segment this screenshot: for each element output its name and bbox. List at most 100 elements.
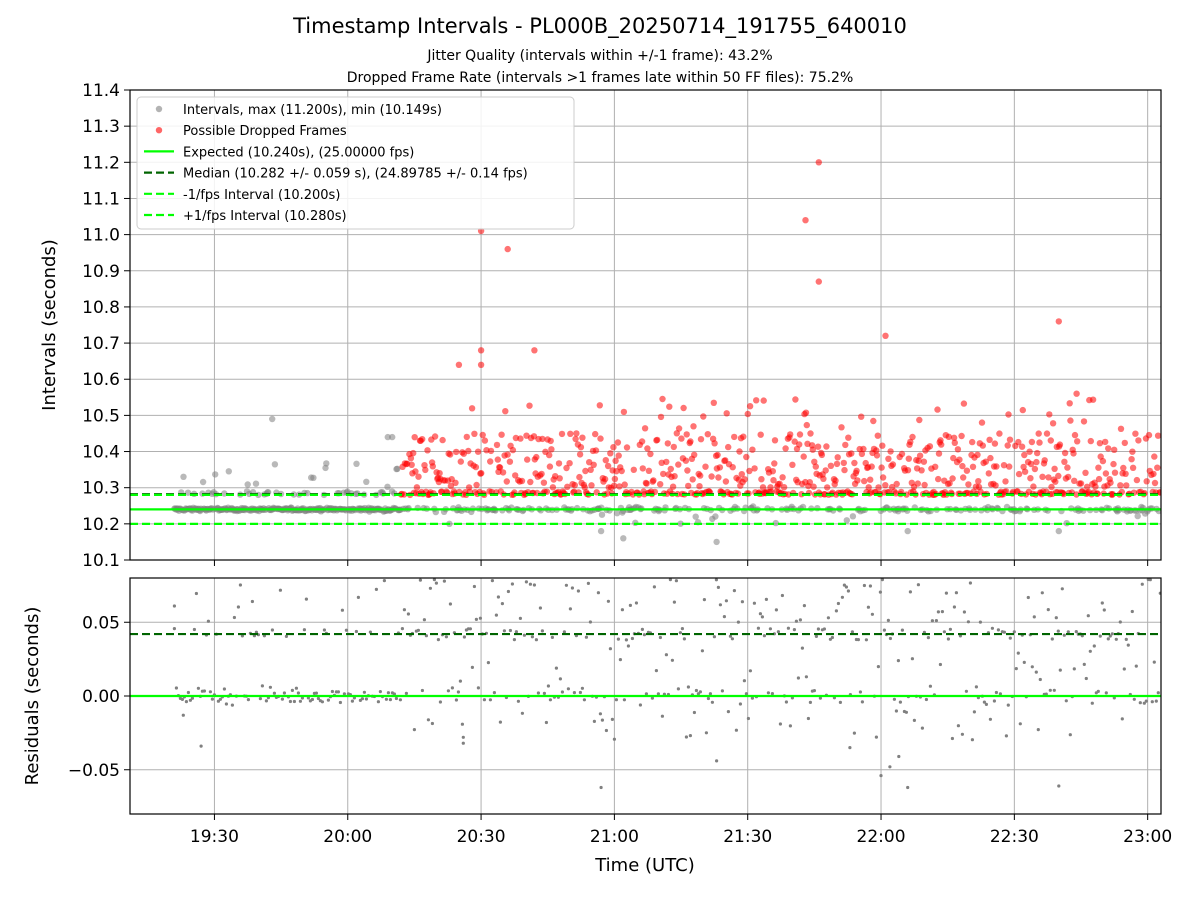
interval-point — [861, 477, 868, 485]
residual-point — [468, 627, 472, 631]
residual-point — [454, 698, 458, 702]
interval-point — [870, 417, 877, 425]
residual-point — [992, 699, 997, 703]
interval-point — [660, 470, 667, 478]
x-tick-label: 22:30 — [990, 827, 1039, 847]
interval-point — [614, 439, 622, 446]
residual-point — [1144, 699, 1148, 703]
residual-point — [298, 699, 302, 703]
residual-point — [432, 578, 436, 582]
interval-point — [577, 444, 585, 451]
residual-point — [576, 589, 581, 593]
residual-point — [960, 732, 965, 736]
interval-point — [612, 457, 619, 464]
residual-point — [850, 630, 855, 634]
residual-point — [770, 692, 775, 696]
interval-point — [1002, 478, 1009, 485]
residual-point — [548, 698, 553, 702]
interval-point — [538, 470, 545, 478]
residual-point — [446, 689, 450, 693]
x-tick-label: 22:00 — [857, 827, 906, 847]
notable-residual-point — [461, 741, 465, 745]
interval-point — [704, 431, 711, 438]
interval-point — [687, 438, 694, 445]
interval-point — [579, 434, 586, 441]
interval-point — [949, 475, 956, 482]
legend-label: Expected (10.240s), (25.00000 fps) — [183, 145, 414, 160]
interval-point — [1061, 458, 1068, 465]
residual-point — [954, 591, 959, 595]
interval-point — [623, 444, 631, 451]
residual-point — [1152, 660, 1156, 664]
interval-point — [935, 450, 943, 457]
residual-point — [728, 634, 733, 638]
interval-point — [429, 463, 436, 470]
interval-point — [934, 406, 941, 413]
interval-point — [530, 433, 538, 440]
interval-point — [987, 454, 994, 462]
residual-point — [232, 615, 236, 620]
interval-point — [834, 454, 841, 461]
y-tick-label: 10.6 — [82, 370, 120, 390]
notable-interval-point — [531, 347, 538, 354]
interval-point — [1067, 417, 1074, 424]
residual-point — [1008, 636, 1012, 640]
residual-point — [1140, 582, 1144, 586]
residual-point — [920, 726, 925, 730]
interval-point — [664, 440, 671, 447]
interval-point — [741, 476, 748, 483]
interval-point — [571, 481, 578, 489]
interval-point — [1082, 469, 1089, 476]
interval-point — [1132, 430, 1139, 437]
interval-point — [993, 463, 1000, 470]
interval-point — [879, 442, 886, 449]
residual-point — [296, 691, 300, 695]
interval-point — [1061, 449, 1069, 457]
x-tick-label: 23:00 — [1123, 827, 1172, 847]
residual-point — [570, 586, 575, 590]
residual-point — [988, 717, 993, 721]
residual-point — [962, 610, 967, 614]
residual-point — [750, 696, 755, 700]
top-plot-frame — [129, 89, 1162, 561]
interval-point — [753, 397, 760, 404]
residual-point — [478, 616, 482, 620]
notable-interval-point — [620, 535, 627, 542]
interval-point — [744, 410, 751, 418]
interval-point — [921, 481, 928, 489]
residual-point — [356, 595, 360, 600]
residual-point — [1126, 643, 1130, 647]
residual-point — [522, 633, 527, 637]
residual-point — [462, 635, 466, 639]
notable-residual-point — [172, 604, 176, 608]
residual-point — [1100, 601, 1104, 605]
interval-point — [1033, 458, 1040, 466]
y-tick-label: 10.9 — [82, 262, 120, 282]
interval-point — [481, 437, 489, 444]
interval-point — [546, 451, 553, 459]
y-tick-label: 10.8 — [82, 298, 120, 318]
residual-point — [258, 697, 262, 701]
residual-point — [512, 638, 517, 642]
residual-point — [1104, 691, 1108, 695]
interval-point — [592, 430, 599, 438]
residual-point — [654, 669, 659, 673]
interval-point — [1123, 482, 1130, 489]
interval-point — [492, 507, 499, 514]
interval-point — [963, 467, 971, 474]
interval-point — [1087, 437, 1095, 445]
interval-point — [558, 430, 566, 438]
interval-point — [1074, 438, 1081, 445]
residual-point — [982, 700, 987, 704]
interval-point — [556, 475, 563, 482]
residual-point — [572, 691, 577, 695]
interval-point — [1107, 479, 1114, 486]
residual-point — [738, 702, 743, 706]
residual-point — [956, 724, 961, 728]
residual-point — [830, 635, 835, 640]
interval-point — [814, 443, 822, 450]
residual-point — [1012, 630, 1016, 634]
interval-point — [518, 477, 526, 485]
interval-point — [592, 447, 600, 454]
residual-point — [706, 696, 711, 701]
